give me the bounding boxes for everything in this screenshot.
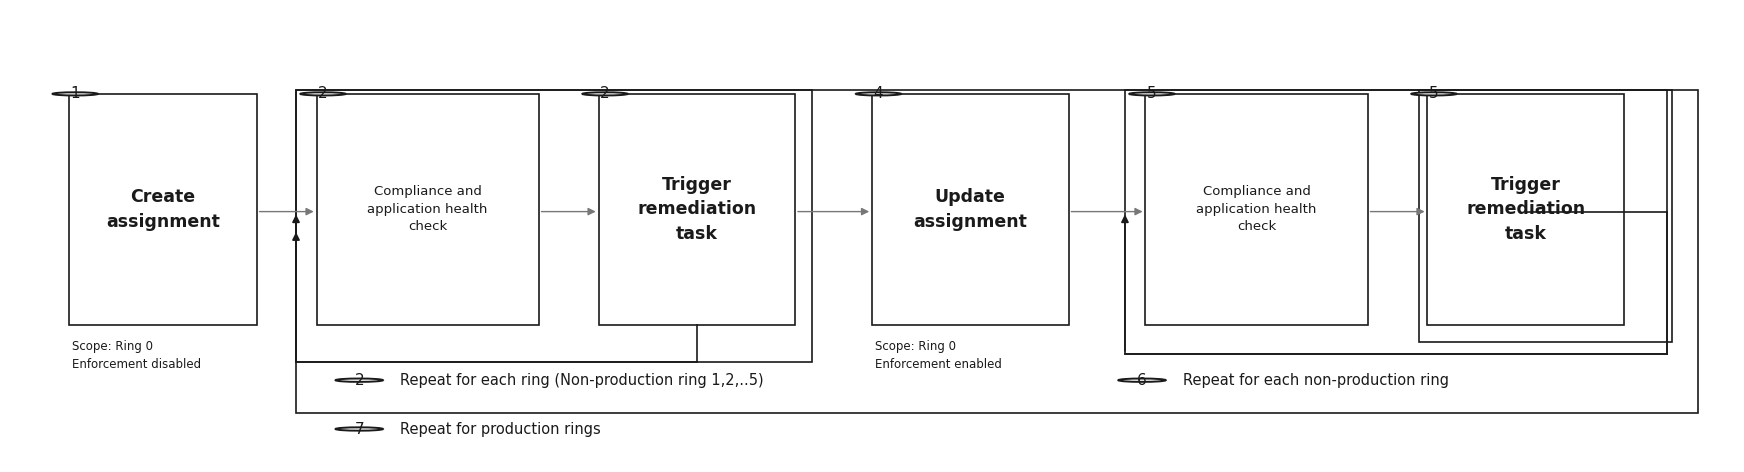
Text: 6: 6 xyxy=(1137,373,1148,388)
Text: Compliance and
application health
check: Compliance and application health check xyxy=(1196,185,1317,233)
Bar xyxy=(872,94,1069,325)
Ellipse shape xyxy=(1411,93,1456,95)
Bar xyxy=(1146,94,1367,325)
Text: Scope: Ring 0
Enforcement disabled: Scope: Ring 0 Enforcement disabled xyxy=(72,340,201,371)
Ellipse shape xyxy=(52,93,98,95)
Ellipse shape xyxy=(1130,93,1174,95)
Ellipse shape xyxy=(856,93,902,95)
Ellipse shape xyxy=(335,379,384,382)
Text: Create
assignment: Create assignment xyxy=(106,188,220,230)
Bar xyxy=(1125,90,1667,354)
Text: 2: 2 xyxy=(600,86,610,101)
Text: Update
assignment: Update assignment xyxy=(914,188,1027,230)
Text: 5: 5 xyxy=(1148,86,1156,101)
Bar xyxy=(296,90,1697,413)
Text: 1: 1 xyxy=(70,86,80,101)
Bar xyxy=(1427,94,1624,325)
Bar xyxy=(296,90,813,362)
Bar xyxy=(1420,90,1672,343)
Text: Repeat for each non-production ring: Repeat for each non-production ring xyxy=(1182,373,1449,388)
Bar xyxy=(316,94,539,325)
Text: Scope: Ring 0
Enforcement enabled: Scope: Ring 0 Enforcement enabled xyxy=(875,340,1003,371)
Bar xyxy=(598,94,795,325)
Text: 4: 4 xyxy=(874,86,882,101)
Text: Repeat for each ring (Non-production ring 1,2,..5): Repeat for each ring (Non-production rin… xyxy=(399,373,764,388)
Text: 2: 2 xyxy=(354,373,364,388)
Ellipse shape xyxy=(300,93,345,95)
Text: Repeat for production rings: Repeat for production rings xyxy=(399,421,602,437)
Text: 2: 2 xyxy=(317,86,328,101)
Text: Trigger
remediation
task: Trigger remediation task xyxy=(637,176,757,243)
Bar xyxy=(68,94,256,325)
Text: Trigger
remediation
task: Trigger remediation task xyxy=(1467,176,1585,243)
Ellipse shape xyxy=(1118,379,1165,382)
Ellipse shape xyxy=(335,427,384,430)
Text: 5: 5 xyxy=(1428,86,1439,101)
Ellipse shape xyxy=(582,93,628,95)
Text: 7: 7 xyxy=(354,421,364,437)
Text: Compliance and
application health
check: Compliance and application health check xyxy=(368,185,488,233)
